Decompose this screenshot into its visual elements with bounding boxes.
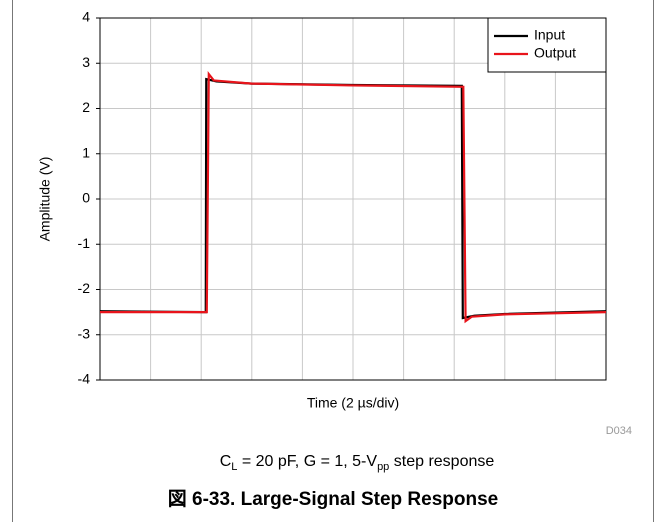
x-axis-label: Time (2 µs/div) — [307, 395, 399, 411]
y-tick-label: -4 — [78, 371, 91, 387]
legend-box — [487, 17, 607, 73]
plot-frame — [99, 17, 607, 381]
y-tick-label: -2 — [78, 280, 91, 296]
y-tick-label: -1 — [78, 235, 91, 251]
legend-label: Output — [534, 45, 576, 61]
caption-part: C — [220, 453, 232, 470]
y-tick-label: 2 — [82, 99, 90, 115]
y-tick-label: -3 — [78, 325, 91, 341]
y-axis-label: Amplitude (V) — [37, 157, 53, 242]
caption-sub: L — [231, 461, 237, 473]
y-tick-label: 3 — [82, 54, 90, 70]
series-line — [100, 71, 607, 324]
y-tick-label: 0 — [82, 190, 90, 206]
legend-label: Input — [534, 27, 565, 43]
figure-title: 図 6-33. Large-Signal Step Response — [168, 488, 498, 510]
caption-sub: pp — [377, 461, 389, 473]
y-tick-label: 4 — [82, 9, 90, 25]
caption: CL = 20 pF, G = 1, 5-Vpp step response — [220, 453, 495, 473]
caption-part: = 20 pF, G = 1, 5-V — [237, 453, 377, 470]
caption-part: step response — [389, 453, 494, 470]
figure-code: D034 — [606, 425, 632, 437]
y-tick-label: 1 — [82, 144, 90, 160]
figure-border — [12, 0, 654, 524]
